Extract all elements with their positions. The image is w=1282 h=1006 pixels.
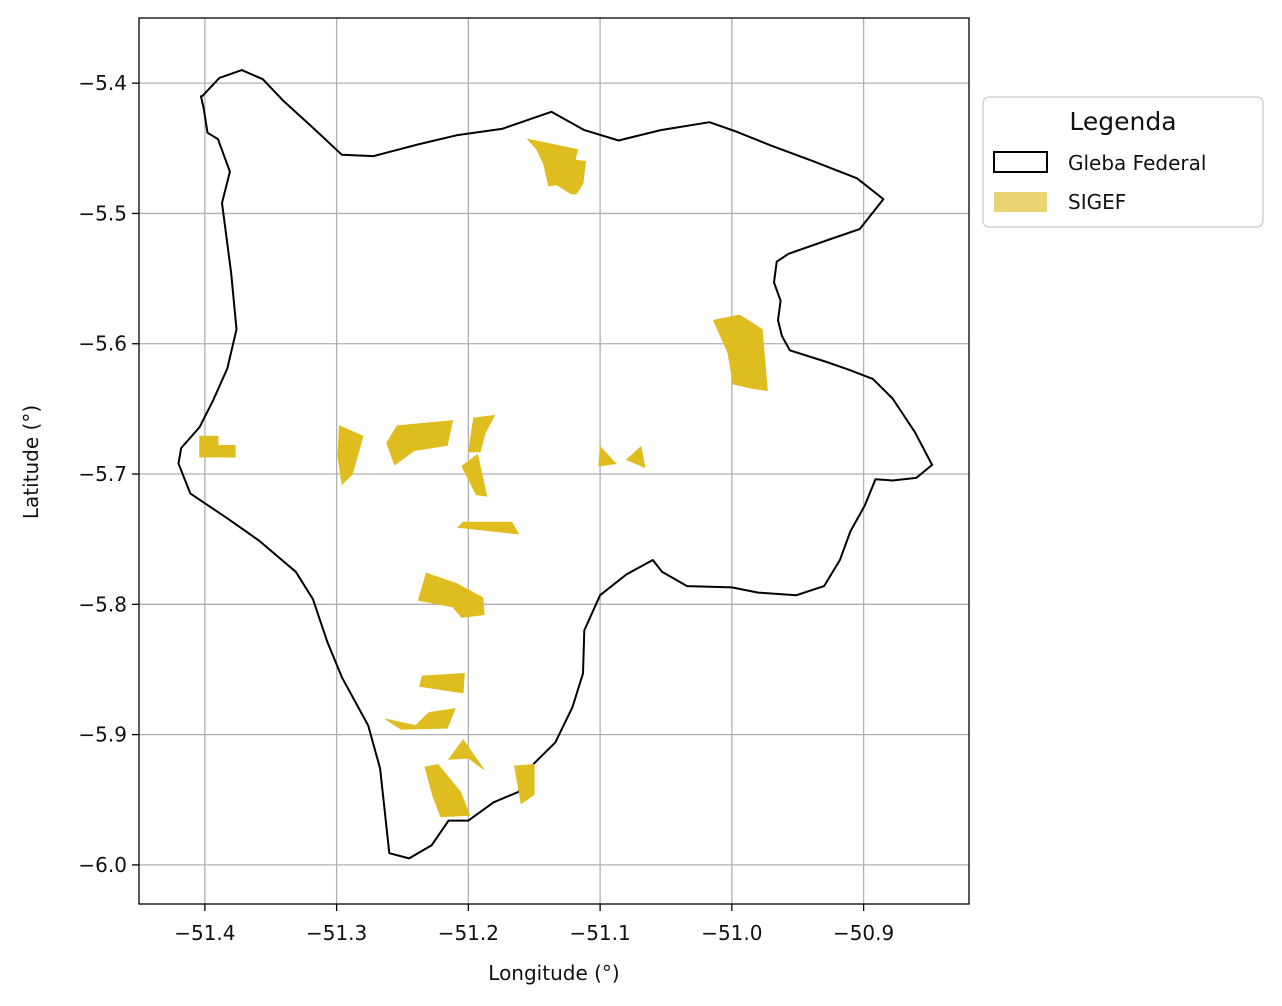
sigef-parcel xyxy=(419,672,465,694)
sigef-parcel xyxy=(199,435,236,458)
y-tick-label: −5.4 xyxy=(78,71,127,95)
y-axis-title: Latitude (°) xyxy=(19,405,43,519)
sigef-parcel xyxy=(337,425,364,486)
y-axis-ticks: −5.4 −5.5 −5.6 −5.7 −5.8 −5.9 −6.0 xyxy=(78,71,139,877)
y-tick-label: −5.7 xyxy=(78,462,127,486)
sigef-parcel xyxy=(461,453,488,497)
legend-label-sigef: SIGEF xyxy=(1068,190,1126,214)
legend-title: Legenda xyxy=(1069,107,1176,136)
sigef-parcel xyxy=(385,708,456,730)
y-tick-label: −5.6 xyxy=(78,332,127,356)
x-tick-label: −51.2 xyxy=(438,921,499,945)
legend-swatch-sigef xyxy=(994,192,1047,212)
x-axis-ticks: −51.4 −51.3 −51.2 −51.1 −51.0 −50.9 xyxy=(174,904,894,945)
sigef-parcel xyxy=(514,764,535,805)
sigef-parcel xyxy=(598,445,617,467)
x-tick-label: −51.1 xyxy=(569,921,630,945)
y-tick-label: −5.9 xyxy=(78,723,127,747)
sigef-parcel xyxy=(417,572,485,618)
gleba-federal-boundary xyxy=(177,69,934,860)
sigef-parcel xyxy=(467,414,496,453)
sigef-parcel xyxy=(456,521,520,535)
sigef-parcel xyxy=(526,138,587,195)
sigef-parcel xyxy=(424,764,471,818)
sigef-layer xyxy=(199,138,768,818)
sigef-parcel xyxy=(447,739,485,771)
sigef-parcel xyxy=(386,420,454,466)
x-tick-label: −51.4 xyxy=(174,921,235,945)
x-tick-label: −51.3 xyxy=(306,921,367,945)
sigef-parcel xyxy=(625,445,646,469)
legend-frame xyxy=(982,96,1264,228)
legend-label-gleba-federal: Gleba Federal xyxy=(1068,151,1206,175)
sigef-parcel xyxy=(712,314,768,392)
legend: Legenda Gleba Federal SIGEF xyxy=(982,96,1264,228)
gleba-federal-layer xyxy=(177,69,934,860)
y-tick-label: −5.5 xyxy=(78,201,127,225)
x-tick-label: −51.0 xyxy=(701,921,762,945)
y-tick-label: −5.8 xyxy=(78,592,127,616)
x-tick-label: −50.9 xyxy=(833,921,894,945)
axes-frame xyxy=(138,17,970,905)
legend-swatch-gleba-federal xyxy=(993,151,1048,173)
x-axis-title: Longitude (°) xyxy=(488,961,619,985)
y-tick-label: −6.0 xyxy=(78,853,127,877)
